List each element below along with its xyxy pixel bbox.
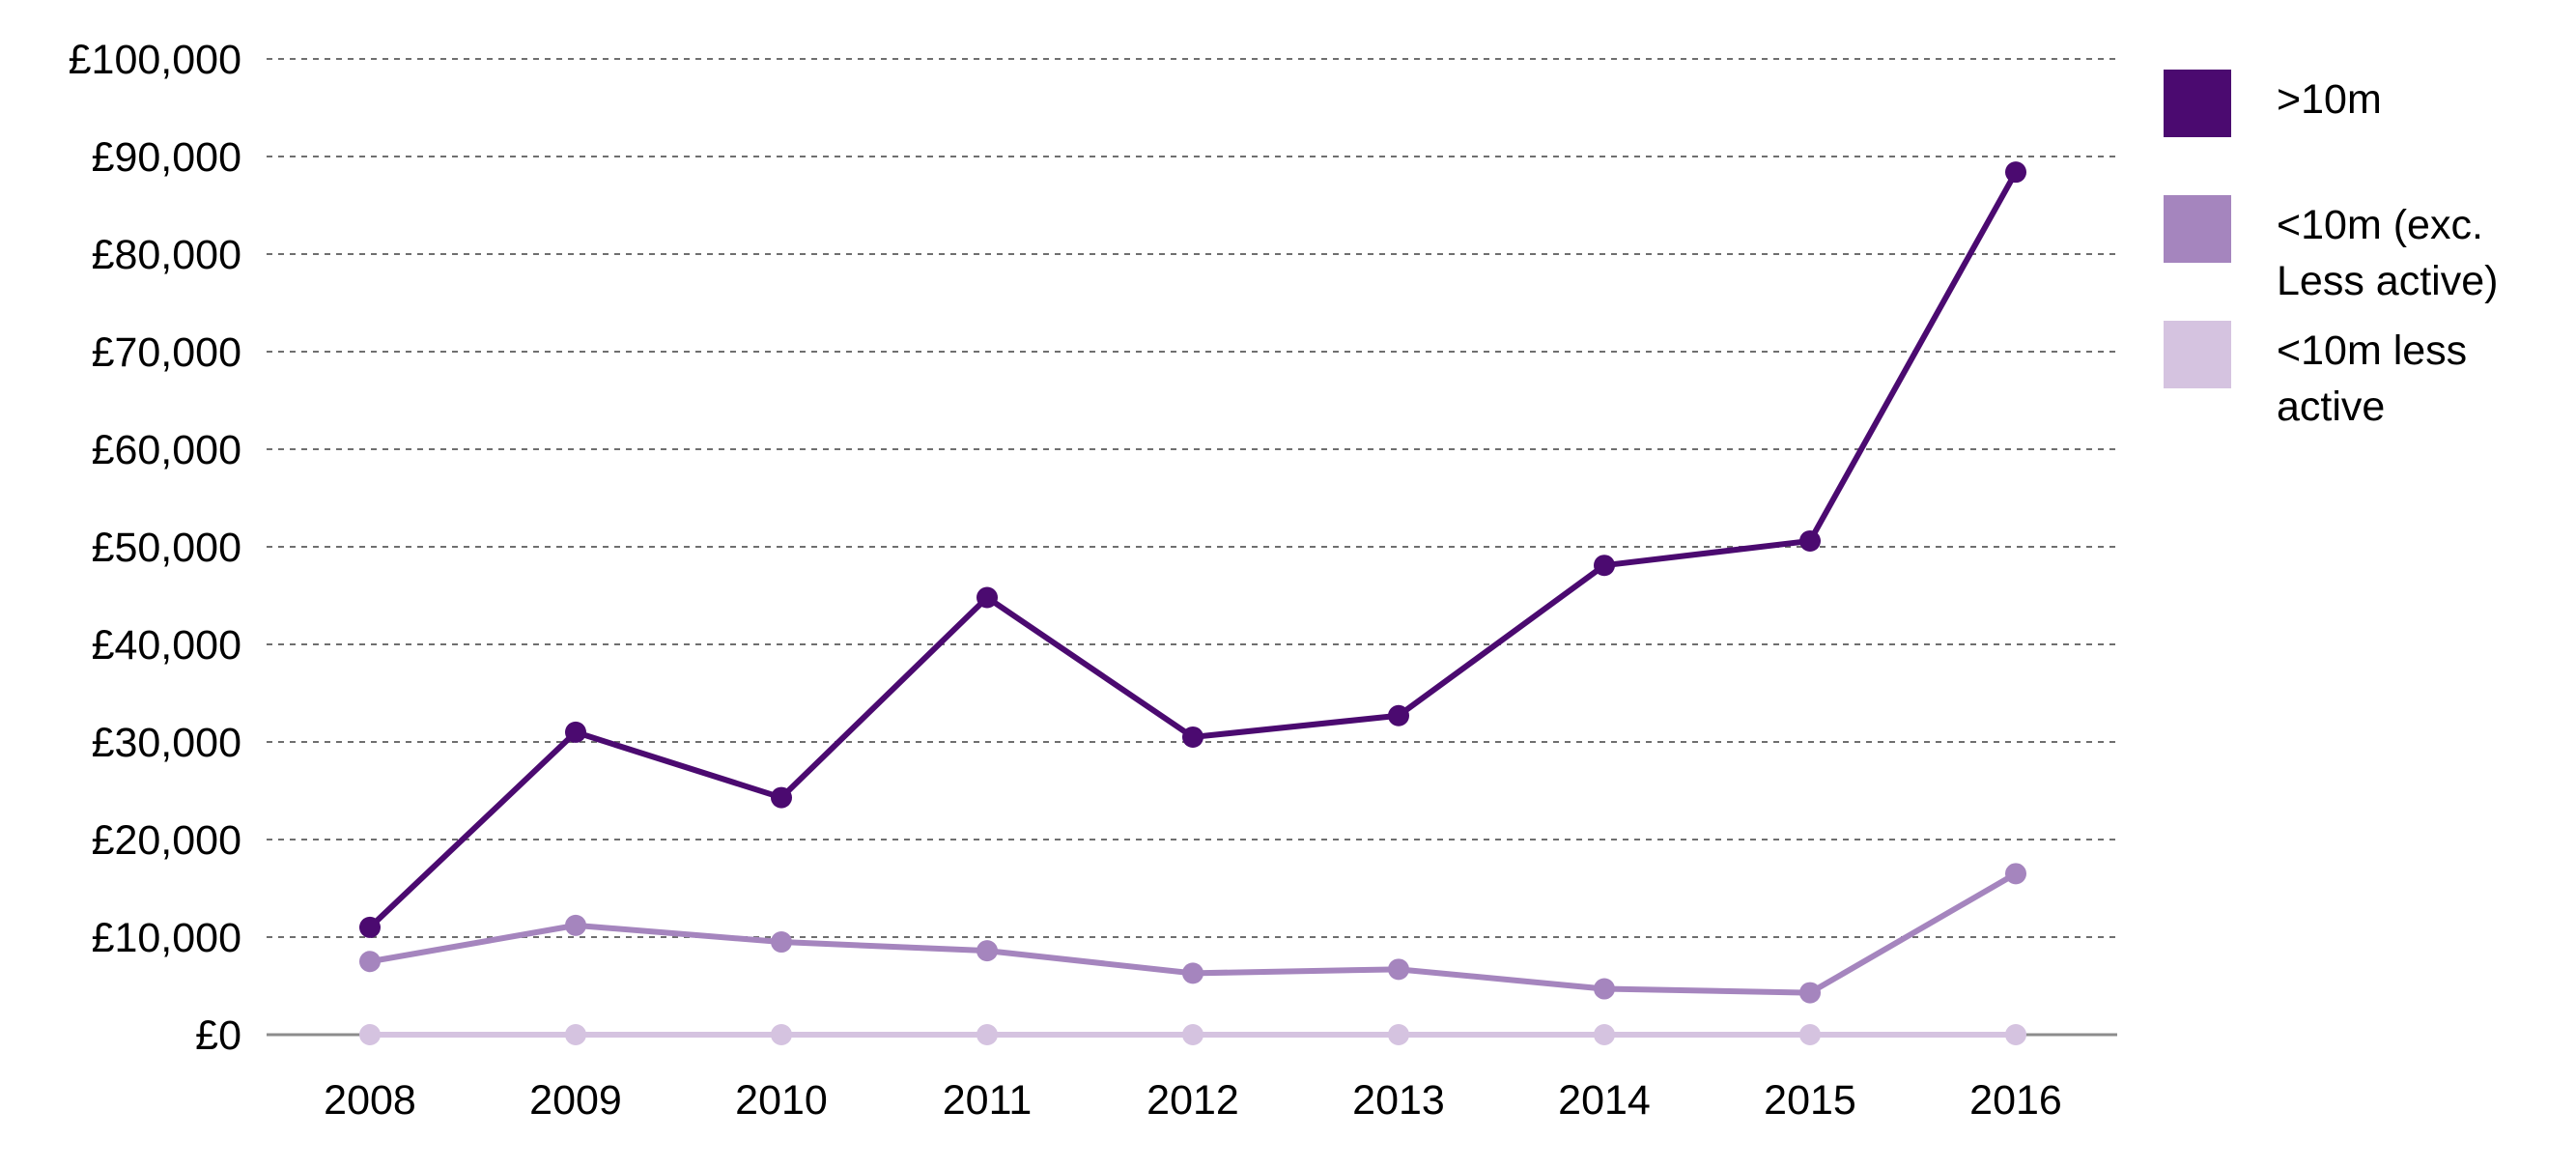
data-point-10m-less-active — [1799, 1024, 1821, 1045]
data-point-over-10m — [565, 721, 586, 743]
y-tick-label: £10,000 — [92, 915, 241, 961]
y-tick-label: £90,000 — [92, 134, 241, 181]
y-tick-label: £70,000 — [92, 329, 241, 376]
data-point-10m-less-active — [977, 1024, 998, 1045]
x-tick-label: 2016 — [1969, 1077, 2062, 1124]
legend-item-under-10m-less-active: <10m less active — [2164, 321, 2569, 446]
data-point-10m-less-active — [771, 1024, 792, 1045]
data-point-over-10m — [771, 786, 792, 809]
x-tick-label: 2008 — [324, 1077, 416, 1124]
data-point-10m-exc-less-active — [1182, 962, 1203, 984]
x-tick-label: 2015 — [1764, 1077, 1856, 1124]
x-tick-label: 2013 — [1352, 1077, 1445, 1124]
data-point-10m-exc-less-active — [359, 951, 381, 973]
legend-label-under-10m-less-active: <10m less active — [2277, 328, 2468, 430]
series-lines — [359, 161, 2026, 1045]
y-tick-label: £30,000 — [92, 720, 241, 766]
x-tick-label: 2014 — [1558, 1077, 1651, 1124]
legend: >10m <10m (exc. Less active) <10m less a… — [2164, 70, 2569, 446]
y-tick-label: £60,000 — [92, 427, 241, 473]
legend-swatch-under-10m-less-active — [2164, 321, 2231, 388]
data-point-10m-exc-less-active — [977, 940, 998, 962]
data-point-10m-exc-less-active — [771, 931, 792, 954]
data-point-10m-exc-less-active — [1799, 982, 1821, 1004]
y-tick-label: £50,000 — [92, 525, 241, 571]
legend-swatch-under-10m-exc-less-active — [2164, 195, 2231, 263]
data-point-10m-exc-less-active — [565, 914, 586, 936]
x-axis-tick-labels: 2008 2009 2010 2011 2012 2013 2014 2015 2016 — [324, 1077, 2062, 1124]
data-point-over-10m — [2005, 161, 2026, 184]
y-tick-label: £40,000 — [92, 622, 241, 669]
data-point-over-10m — [1388, 704, 1409, 726]
y-tick-label: £100,000 — [69, 37, 241, 83]
data-point-10m-less-active — [1594, 1024, 1615, 1045]
data-point-over-10m — [1182, 726, 1203, 748]
y-axis-tick-labels: £0 £10,000 £20,000 £30,000 £40,000 £50,000 £60… — [69, 37, 241, 1059]
data-point-over-10m — [1799, 529, 1821, 552]
x-tick-label: 2011 — [943, 1077, 1032, 1124]
series-line-over-10m — [367, 170, 2019, 930]
y-tick-label: £0 — [195, 1012, 241, 1059]
y-tick-label: £80,000 — [92, 232, 241, 278]
legend-swatch-over-10m — [2164, 70, 2231, 137]
data-point-10m-less-active — [2005, 1024, 2026, 1045]
data-point-10m-exc-less-active — [1388, 958, 1409, 981]
data-point-over-10m — [977, 586, 998, 609]
data-point-over-10m — [1594, 555, 1615, 577]
data-point-over-10m — [359, 916, 381, 938]
data-point-10m-less-active — [1388, 1024, 1409, 1045]
data-point-10m-less-active — [359, 1024, 381, 1045]
x-tick-label: 2010 — [735, 1077, 828, 1124]
data-point-10m-less-active — [565, 1024, 586, 1045]
data-point-10m-less-active — [1182, 1024, 1203, 1045]
x-tick-label: 2009 — [529, 1077, 622, 1124]
legend-item-over-10m: >10m — [2164, 70, 2569, 195]
legend-item-under-10m-exc-less-active: <10m (exc. Less active) — [2164, 195, 2569, 321]
legend-label-over-10m: >10m — [2277, 76, 2382, 123]
gridlines — [267, 58, 2117, 1037]
data-point-10m-exc-less-active — [1594, 978, 1615, 1000]
y-tick-label: £20,000 — [92, 817, 241, 864]
x-tick-label: 2012 — [1146, 1077, 1239, 1124]
legend-label-under-10m-exc-less-active: <10m (exc. Less active) — [2277, 202, 2499, 304]
data-point-10m-exc-less-active — [2005, 863, 2026, 885]
